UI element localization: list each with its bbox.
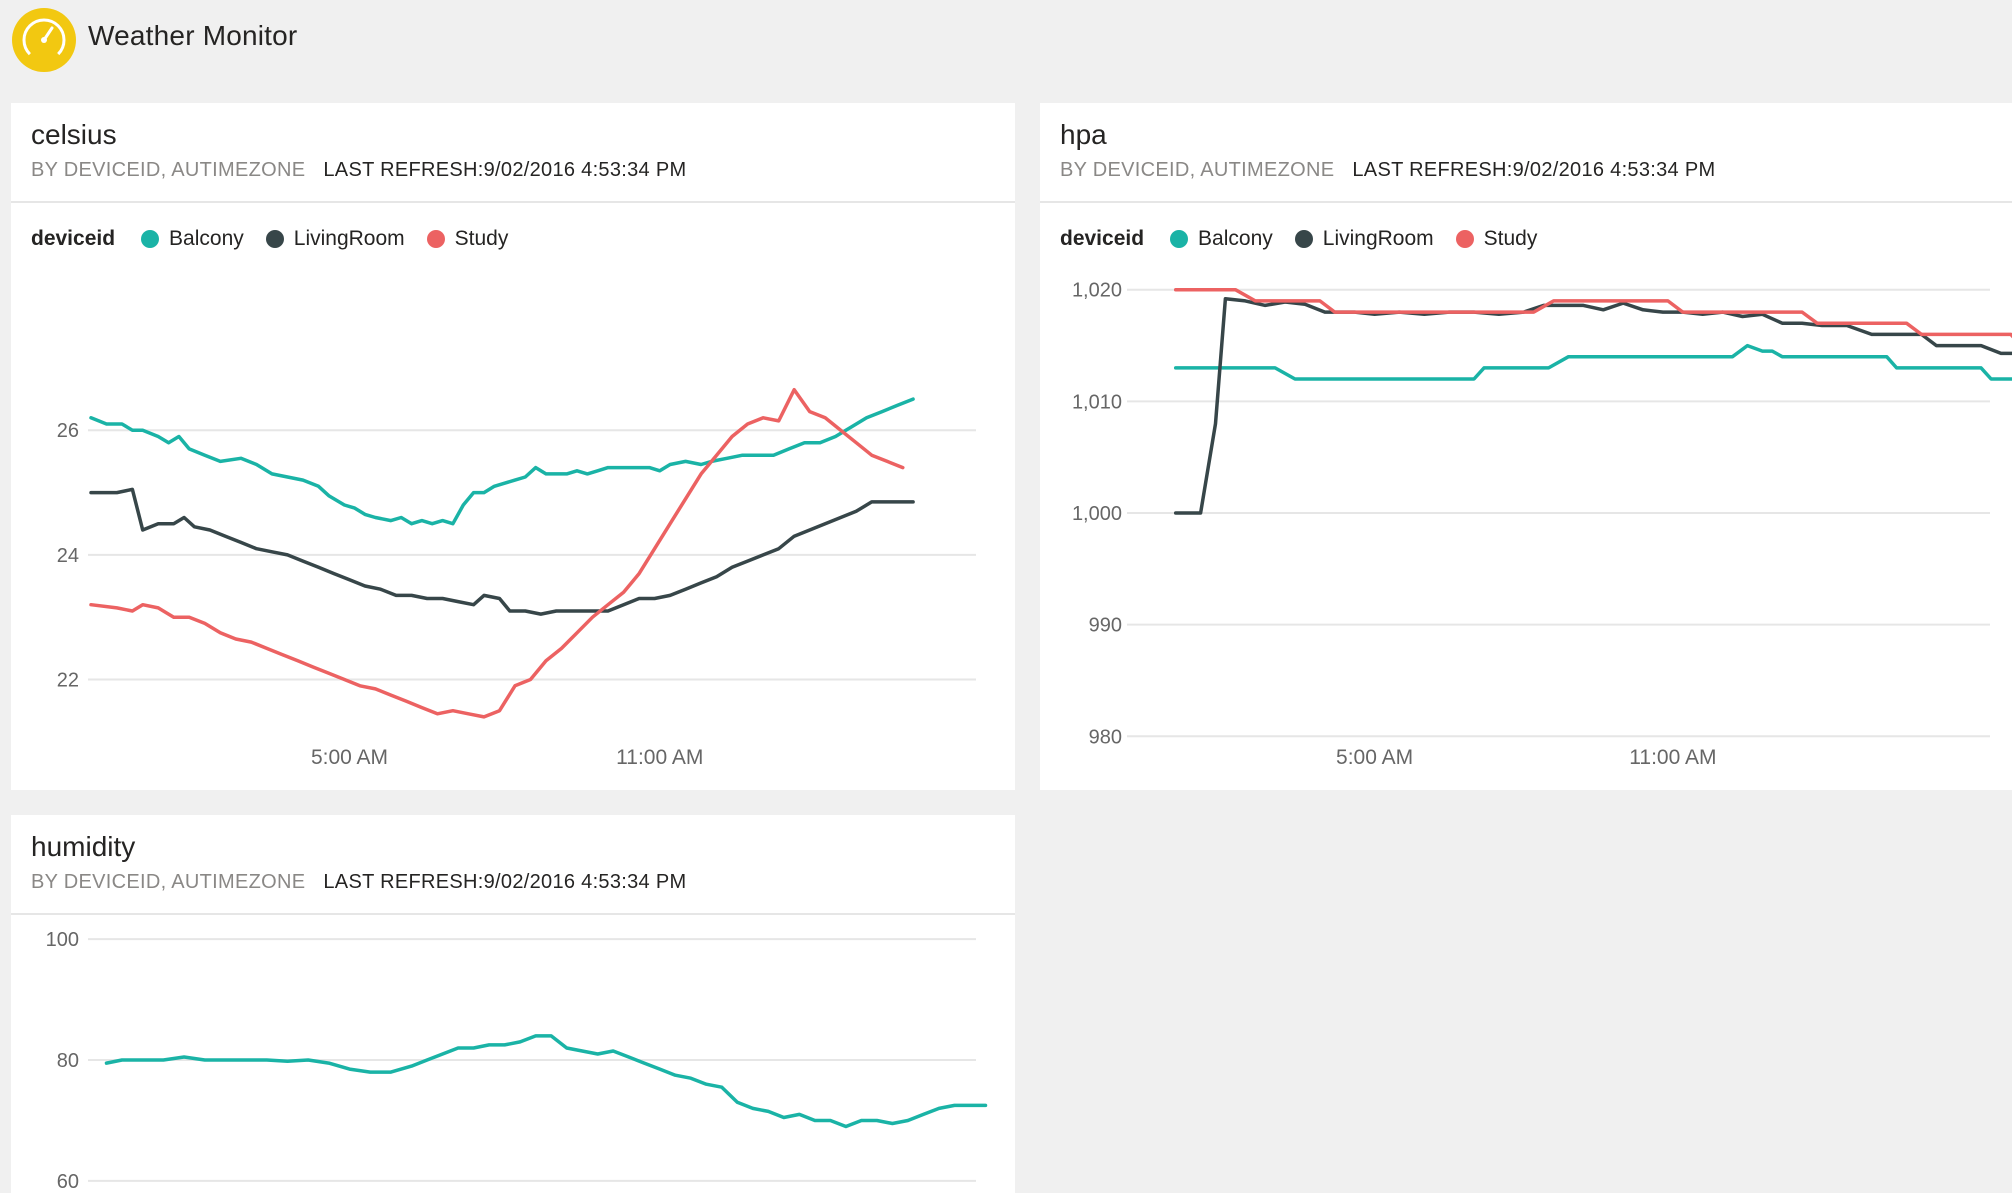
tile-refresh-label: LAST REFRESH:9/02/2016 4:53:34 PM: [323, 159, 687, 181]
legend-dot: [1294, 230, 1313, 248]
tile-subtitle: BY DEVICEID, AUTIMEZONE LAST REFRESH:9/02…: [31, 159, 686, 182]
legend-label: LivingRoom: [293, 227, 405, 250]
series-line-balcony[interactable]: [1173, 343, 2012, 381]
x-tick-label: 11:00 AM: [616, 746, 703, 769]
y-tick-label: 22: [57, 670, 79, 692]
y-axis-labels: 980 990 1,000 1,010 1,020: [1072, 280, 1122, 749]
legend-label: LivingRoom: [1322, 227, 1434, 250]
humidity-line-chart: 60 80 100: [46, 929, 988, 1193]
legend-label: Balcony: [169, 227, 244, 250]
x-axis-labels: 5:00 AM 11:00 AM: [311, 746, 703, 769]
tile-subtitle: BY DEVICEID, AUTIMEZONE LAST REFRESH:9/02…: [31, 871, 686, 894]
y-tick-label: 980: [1089, 726, 1122, 748]
tile-hpa[interactable]: hpa BY DEVICEID, AUTIMEZONE LAST REFRESH:…: [1040, 103, 2012, 790]
tile-by-label: BY DEVICEID, AUTIMEZONE: [31, 159, 306, 181]
tile-humidity[interactable]: humidity BY DEVICEID, AUTIMEZONE LAST REF…: [11, 815, 1015, 1193]
tile-subtitle: BY DEVICEID, AUTIMEZONE LAST REFRESH:9/02…: [1060, 159, 1715, 182]
y-tick-label: 26: [57, 420, 79, 442]
y-tick-label: 1,000: [1072, 503, 1122, 525]
gridlines: [1127, 288, 1990, 738]
hpa-line-chart: 980 990 1,000 1,010 1,020 5:00 AM 11:00 AM: [1072, 280, 2012, 769]
x-axis-labels: 5:00 AM 11:00 AM: [1336, 746, 1716, 769]
tile-divider: [1040, 201, 2012, 203]
y-tick-label: 1,020: [1072, 280, 1122, 302]
tile-refresh-label: LAST REFRESH:9/02/2016 4:53:34 PM: [323, 871, 687, 893]
celsius-line-chart: 22 24 26 5:00 AM 11:00 AM: [57, 387, 976, 769]
legend-item-livingroom[interactable]: LivingRoom: [1294, 227, 1434, 251]
legend-title: deviceid: [1060, 227, 1145, 250]
legend-label: Study: [1483, 227, 1538, 250]
tile-title: hpa: [1060, 119, 1107, 150]
legend-label: Balcony: [1198, 227, 1273, 250]
y-axis-labels: 22 24 26: [57, 420, 79, 691]
series-line-livingroom[interactable]: [1173, 296, 2012, 515]
tile-title: humidity: [31, 831, 136, 862]
legend-dot: [265, 230, 284, 248]
legend-item-balcony[interactable]: Balcony: [141, 227, 244, 251]
x-tick-label: 5:00 AM: [311, 746, 388, 769]
tile-divider: [11, 201, 1015, 203]
y-tick-label: 990: [1089, 615, 1122, 637]
legend-item-livingroom[interactable]: LivingRoom: [265, 227, 405, 251]
tile-title: celsius: [31, 119, 117, 150]
gauge-icon[interactable]: [12, 8, 76, 72]
chart-legend: deviceid Balcony LivingRoom Study: [31, 227, 530, 251]
series-line-livingroom[interactable]: [89, 487, 915, 616]
series-line-balcony[interactable]: [89, 397, 915, 526]
y-tick-label: 60: [57, 1171, 79, 1193]
legend-dot: [1455, 230, 1474, 248]
legend-title: deviceid: [31, 227, 116, 250]
y-axis-labels: 60 80 100: [46, 929, 79, 1193]
series-line-study[interactable]: [89, 387, 905, 719]
legend-item-balcony[interactable]: Balcony: [1170, 227, 1273, 251]
app-title: Weather Monitor: [88, 20, 298, 51]
y-tick-label: 100: [46, 929, 79, 951]
tile-refresh-label: LAST REFRESH:9/02/2016 4:53:34 PM: [1352, 159, 1716, 181]
x-tick-label: 11:00 AM: [1629, 746, 1716, 769]
top-bar: Weather Monitor: [0, 0, 2012, 80]
legend-item-study[interactable]: Study: [1455, 227, 1538, 251]
legend-dot: [426, 230, 445, 248]
tile-by-label: BY DEVICEID, AUTIMEZONE: [1060, 159, 1335, 181]
series-line-study[interactable]: [1173, 287, 2012, 346]
series-line-balcony[interactable]: [104, 1034, 988, 1129]
tile-divider: [11, 913, 1015, 915]
tile-celsius[interactable]: celsius BY DEVICEID, AUTIMEZONE LAST REFR…: [11, 103, 1015, 790]
y-tick-label: 1,010: [1072, 391, 1122, 413]
legend-label: Study: [454, 227, 509, 250]
y-tick-label: 80: [57, 1050, 79, 1072]
gridlines: [88, 429, 976, 681]
legend-dot: [1170, 230, 1189, 248]
tile-by-label: BY DEVICEID, AUTIMEZONE: [31, 871, 306, 893]
x-tick-label: 5:00 AM: [1336, 746, 1413, 769]
legend-dot: [141, 230, 160, 248]
chart-legend: deviceid Balcony LivingRoom Study: [1060, 227, 1559, 251]
legend-item-study[interactable]: Study: [426, 227, 509, 251]
y-tick-label: 24: [57, 545, 79, 567]
